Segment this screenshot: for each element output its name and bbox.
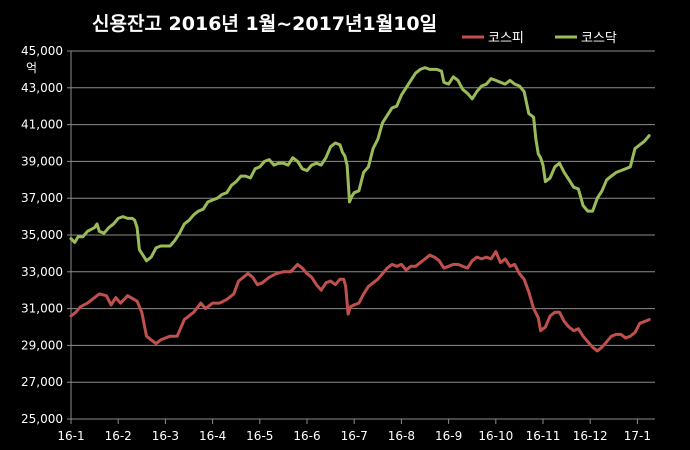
gridlines <box>70 50 655 420</box>
y-tick-label: 27,000 <box>21 375 63 389</box>
x-tick-label: 16-8 <box>388 429 415 443</box>
y-tick-label: 25,000 <box>21 412 63 426</box>
y-tick-label: 39,000 <box>21 154 63 168</box>
x-tick-label: 17-1 <box>624 429 651 443</box>
x-tick-label: 16-12 <box>573 429 608 443</box>
chart-title: 신용잔고 2016년 1월~2017년1월10일 <box>92 13 437 35</box>
series-line-kosdaq <box>69 66 651 263</box>
y-tick-label: 45,000 <box>21 44 63 58</box>
y-tick-label: 41,000 <box>21 118 63 132</box>
y-axis-ticks: 25,000 27,000 29,000 31,000 33,000 35,000 37,0… <box>21 44 71 426</box>
series-lines <box>69 66 651 353</box>
x-tick-label: 16-3 <box>152 429 179 443</box>
x-tick-label: 16-2 <box>105 429 132 443</box>
legend-label-kosdaq: 코스닥 <box>581 31 617 46</box>
x-tick-label: 16-6 <box>293 429 320 443</box>
y-tick-label: 37,000 <box>21 191 63 205</box>
x-tick-label: 16-1 <box>57 429 84 443</box>
y-tick-label: 31,000 <box>21 302 63 316</box>
x-tick-label: 16-11 <box>526 429 561 443</box>
y-tick-label: 35,000 <box>21 228 63 242</box>
x-tick-label: 16-5 <box>246 429 273 443</box>
x-tick-label: 16-9 <box>435 429 462 443</box>
x-tick-label: 16-10 <box>478 429 513 443</box>
legend: 코스피 코스닥 <box>462 31 617 46</box>
y-axis-unit: 억 <box>26 61 37 75</box>
series-line-kospi <box>69 250 651 353</box>
x-tick-label: 16-4 <box>199 429 226 443</box>
x-axis-ticks: 16-1 16-2 16-3 16-4 16-5 16-6 16-7 16-8 16-9 16-1… <box>57 419 651 443</box>
y-tick-label: 33,000 <box>21 265 63 279</box>
y-tick-label: 29,000 <box>21 338 63 352</box>
legend-label-kospi: 코스피 <box>488 31 524 46</box>
x-tick-label: 16-7 <box>341 429 368 443</box>
y-tick-label: 43,000 <box>21 81 63 95</box>
